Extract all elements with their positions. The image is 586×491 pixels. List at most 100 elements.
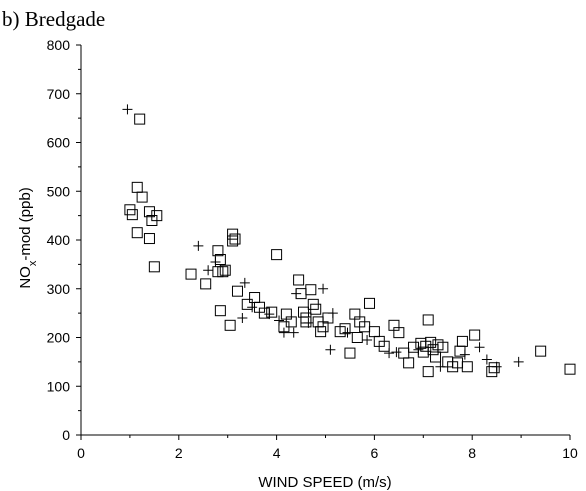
data-point-plus: [203, 265, 214, 276]
data-point-square: [271, 249, 283, 261]
y-axis-label-sub: x: [27, 260, 39, 266]
data-point-square: [364, 297, 376, 309]
x-tick-label: 10: [562, 445, 578, 461]
y-tick-label: 400: [47, 232, 71, 248]
data-point-plus: [342, 327, 353, 338]
data-point-square: [564, 363, 576, 375]
data-point-square: [403, 357, 415, 369]
data-point-square: [185, 268, 197, 280]
data-point-plus: [278, 327, 289, 338]
data-point-square: [297, 306, 309, 318]
data-point-square: [437, 341, 449, 353]
data-point-square: [300, 316, 312, 328]
y-tick-label: 600: [47, 135, 71, 151]
y-tick-label: 200: [47, 330, 71, 346]
data-point-square: [300, 312, 312, 324]
y-tick-label: 500: [47, 183, 71, 199]
data-point-square: [344, 347, 356, 359]
data-point-square: [148, 261, 160, 273]
data-point-square: [126, 209, 138, 221]
data-point-plus: [264, 309, 275, 320]
data-point-plus: [459, 349, 470, 360]
data-point-plus: [193, 240, 204, 251]
data-point-plus: [327, 308, 338, 319]
data-point-plus: [239, 277, 250, 288]
data-point-square: [339, 323, 351, 335]
y-tick-label: 100: [47, 378, 71, 394]
x-axis-label: WIND SPEED (m/s): [258, 474, 391, 491]
data-point-square: [227, 235, 239, 247]
x-tick-label: 2: [175, 445, 183, 461]
data-point-square: [422, 314, 434, 326]
data-point-square: [310, 303, 322, 315]
data-point-square: [219, 264, 231, 276]
data-point-square: [408, 341, 420, 353]
chart-title: b) Bredgade: [2, 7, 105, 31]
data-point-square: [143, 206, 155, 218]
data-point-plus: [288, 327, 299, 338]
data-point-plus: [325, 344, 336, 355]
data-point-square: [305, 284, 317, 296]
data-point-square: [131, 227, 143, 239]
data-point-square: [398, 347, 410, 359]
x-tick-label: 8: [468, 445, 476, 461]
x-tick-label: 6: [371, 445, 379, 461]
y-tick-label: 300: [47, 281, 71, 297]
data-point-plus: [362, 334, 373, 345]
data-point-square: [486, 366, 498, 378]
data-point-square: [456, 335, 468, 347]
data-point-plus: [413, 344, 424, 355]
data-point-square: [469, 329, 481, 341]
data-point-square: [368, 326, 380, 338]
data-point-square: [134, 113, 146, 125]
data-point-square: [143, 233, 155, 245]
data-point-square: [214, 305, 226, 317]
data-point-square: [231, 285, 243, 297]
data-point-square: [461, 361, 473, 373]
data-point-plus: [391, 347, 402, 358]
y-axis-label-main: NO: [17, 266, 34, 289]
data-point-plus: [303, 317, 314, 328]
data-point-square: [136, 191, 148, 203]
x-tick-label: 0: [77, 445, 85, 461]
data-point-plus: [384, 348, 395, 359]
data-point-plus: [481, 354, 492, 365]
data-point-square: [488, 362, 500, 374]
data-point-square: [422, 366, 434, 378]
data-point-square: [212, 245, 224, 257]
data-point-plus: [474, 342, 485, 353]
data-point-square: [224, 319, 236, 331]
data-point-square: [200, 278, 212, 290]
data-point-square: [393, 327, 405, 339]
data-point-square: [229, 233, 241, 245]
data-point-plus: [210, 256, 221, 267]
data-point-square: [266, 306, 278, 318]
data-points: [122, 104, 576, 378]
y-tick-label: 800: [47, 37, 71, 53]
data-point-square: [249, 292, 261, 304]
data-point-plus: [122, 104, 133, 115]
data-point-square: [535, 345, 547, 357]
data-point-plus: [274, 315, 285, 326]
data-point-square: [293, 274, 305, 286]
data-point-square: [351, 332, 363, 343]
data-point-plus: [513, 356, 524, 367]
data-point-square: [241, 298, 253, 310]
data-point-square: [217, 266, 229, 278]
y-axis-label: NOx-mod (ppb): [17, 187, 39, 288]
data-point-square: [131, 181, 143, 193]
data-point-plus: [435, 361, 446, 372]
data-point-square: [285, 316, 297, 328]
y-tick-label: 0: [62, 427, 70, 443]
data-point-plus: [318, 283, 329, 294]
y-axis-label-rest: -mod (ppb): [17, 187, 34, 260]
data-point-plus: [247, 302, 258, 313]
data-point-square: [378, 340, 390, 352]
data-point-plus: [491, 361, 502, 372]
data-point-square: [430, 351, 442, 363]
data-point-plus: [291, 288, 302, 299]
y-tick-label: 700: [47, 86, 71, 102]
data-point-square: [415, 337, 427, 349]
axis-ticks: 0 100 200 300 400 500 600 700 800 0 2 4 6 8 10: [47, 37, 578, 461]
